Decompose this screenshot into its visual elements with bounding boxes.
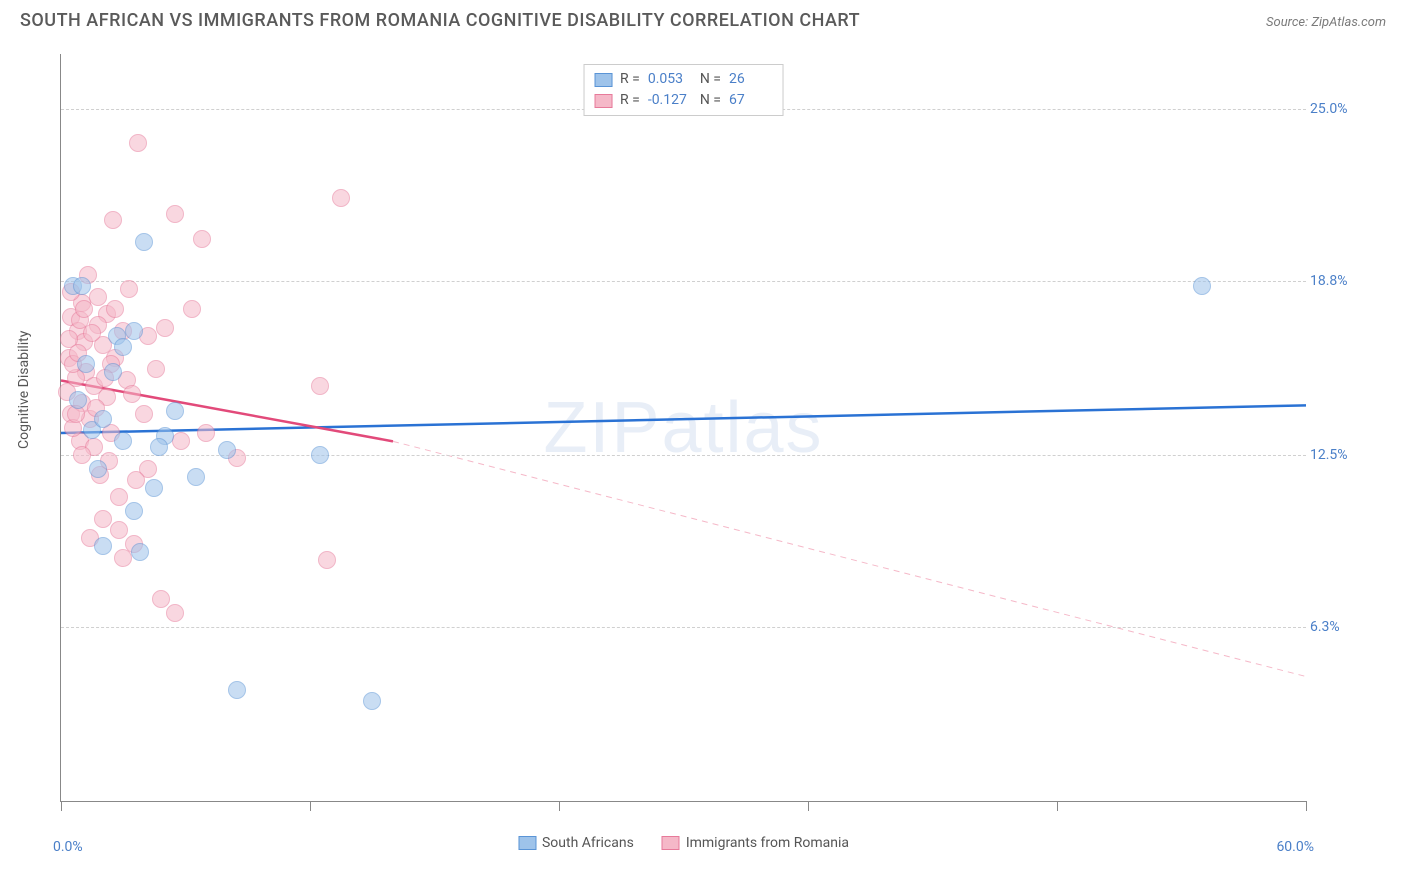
data-point	[127, 471, 145, 489]
y-axis-label: Cognitive Disability	[16, 331, 32, 449]
legend-swatch-0	[594, 73, 612, 87]
data-point	[183, 300, 201, 318]
data-point	[69, 391, 87, 409]
data-point	[114, 338, 132, 356]
data-point	[311, 377, 329, 395]
data-point	[114, 432, 132, 450]
legend-bottom-swatch-1	[662, 836, 680, 850]
legend-swatch-1	[594, 94, 612, 108]
legend-row-series-1: R = -0.127 N = 67	[594, 90, 773, 111]
y-tick-label: 18.8%	[1310, 273, 1380, 289]
data-point	[152, 590, 170, 608]
chart-container: Cognitive Disability ZIPatlas R = 0.053 …	[20, 46, 1386, 852]
data-point	[89, 460, 107, 478]
x-tick	[559, 801, 560, 811]
data-point	[94, 410, 112, 428]
y-tick-label: 25.0%	[1310, 101, 1380, 117]
data-point	[94, 510, 112, 528]
data-point	[187, 468, 205, 486]
legend-item-0: South Africans	[518, 835, 634, 851]
r-value-0: 0.053	[648, 69, 692, 90]
x-tick	[310, 801, 311, 811]
data-point	[123, 385, 141, 403]
x-tick	[1306, 801, 1307, 811]
trend-line	[393, 441, 1306, 676]
data-point	[1193, 277, 1211, 295]
n-value-0: 26	[729, 69, 773, 90]
watermark-text: ZIPatlas	[543, 387, 823, 469]
correlation-legend: R = 0.053 N = 26 R = -0.127 N = 67	[583, 64, 784, 116]
gridline-h	[61, 455, 1306, 456]
legend-item-1: Immigrants from Romania	[662, 835, 849, 851]
data-point	[166, 205, 184, 223]
data-point	[106, 300, 124, 318]
y-tick-label: 12.5%	[1310, 447, 1380, 463]
data-point	[135, 233, 153, 251]
x-tick	[61, 801, 62, 811]
data-point	[73, 446, 91, 464]
data-point	[150, 438, 168, 456]
data-point	[147, 360, 165, 378]
chart-title: SOUTH AFRICAN VS IMMIGRANTS FROM ROMANIA…	[20, 10, 860, 31]
data-point	[166, 402, 184, 420]
data-point	[89, 288, 107, 306]
data-point	[218, 441, 236, 459]
trend-lines	[61, 54, 1306, 801]
gridline-h	[61, 627, 1306, 628]
data-point	[172, 432, 190, 450]
data-point	[104, 363, 122, 381]
data-point	[197, 424, 215, 442]
data-point	[125, 322, 143, 340]
data-point	[228, 681, 246, 699]
data-point	[135, 405, 153, 423]
data-point	[110, 521, 128, 539]
data-point	[156, 319, 174, 337]
data-point	[145, 479, 163, 497]
gridline-h	[61, 281, 1306, 282]
x-tick-label: 0.0%	[53, 839, 83, 855]
series-legend: South Africans Immigrants from Romania	[518, 835, 849, 851]
source-attribution: Source: ZipAtlas.com	[1266, 15, 1386, 30]
data-point	[311, 446, 329, 464]
x-tick-label: 60.0%	[1276, 839, 1314, 855]
header-bar: SOUTH AFRICAN VS IMMIGRANTS FROM ROMANIA…	[0, 0, 1406, 39]
data-point	[166, 604, 184, 622]
data-point	[73, 277, 91, 295]
legend-bottom-swatch-0	[518, 836, 536, 850]
data-point	[129, 134, 147, 152]
data-point	[77, 355, 95, 373]
x-tick	[1057, 801, 1058, 811]
n-value-1: 67	[729, 90, 773, 111]
data-point	[75, 300, 93, 318]
data-point	[125, 502, 143, 520]
data-point	[332, 189, 350, 207]
data-point	[110, 488, 128, 506]
data-point	[94, 537, 112, 555]
data-point	[193, 230, 211, 248]
legend-row-series-0: R = 0.053 N = 26	[594, 69, 773, 90]
data-point	[120, 280, 138, 298]
x-tick	[808, 801, 809, 811]
r-value-1: -0.127	[648, 90, 692, 111]
data-point	[318, 551, 336, 569]
data-point	[131, 543, 149, 561]
data-point	[363, 692, 381, 710]
data-point	[104, 211, 122, 229]
trend-line	[61, 405, 1306, 433]
y-tick-label: 6.3%	[1310, 619, 1380, 635]
plot-area: ZIPatlas R = 0.053 N = 26 R = -0.127 N =…	[60, 54, 1306, 802]
data-point	[83, 324, 101, 342]
